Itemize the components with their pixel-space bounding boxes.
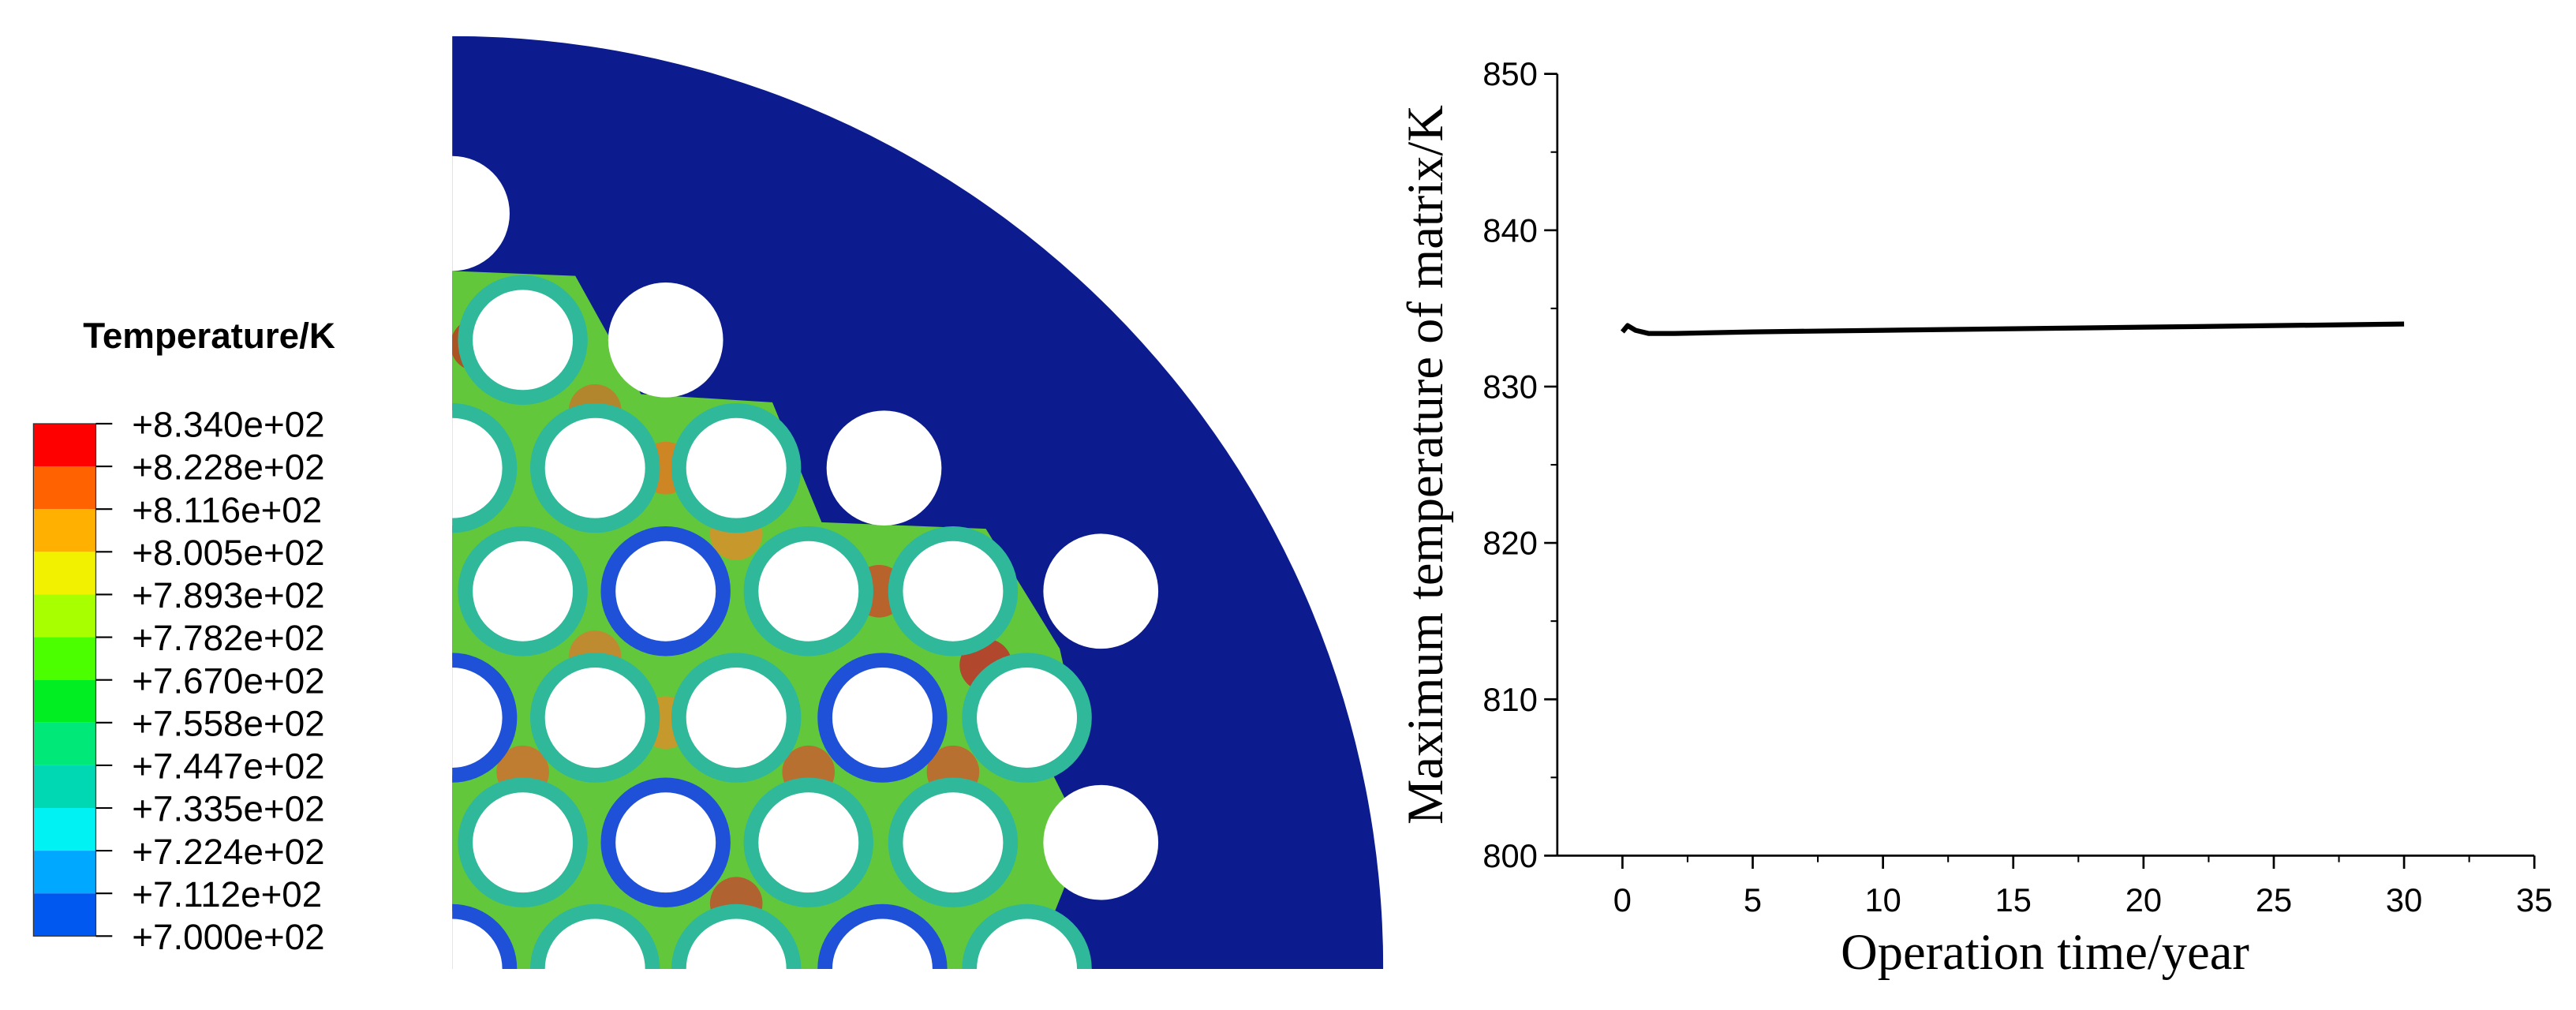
colorbar-swatch — [33, 893, 96, 937]
colorbar-label: +7.112e+02 — [132, 874, 322, 915]
colorbar-swatch — [33, 552, 96, 595]
channel-hole — [458, 777, 588, 907]
colorbar-label: +8.228e+02 — [132, 447, 324, 488]
colorbar-label: +7.558e+02 — [132, 703, 324, 743]
colorbar-swatch — [33, 637, 96, 680]
channel-hole — [608, 282, 723, 398]
channel-hole — [817, 903, 948, 969]
channel-hole — [743, 526, 873, 656]
channel-hole — [529, 903, 660, 969]
colorbar-swatch — [33, 851, 96, 894]
colorbar-label: +8.005e+02 — [132, 533, 324, 573]
channel-hole — [1043, 784, 1159, 900]
channel-hole — [452, 903, 518, 969]
colorbar-label: +8.340e+02 — [132, 405, 324, 445]
y-axis-label: Maximum temperature of matrix/K — [1397, 105, 1453, 825]
colorbar-swatch — [33, 679, 96, 723]
x-tick-label: 30 — [2386, 881, 2422, 918]
channel-hole — [826, 410, 942, 526]
channel-hole — [817, 653, 948, 783]
colorbar-swatch — [33, 594, 96, 638]
colorbar-label: +7.224e+02 — [132, 832, 324, 872]
channel-hole — [452, 155, 510, 271]
colorbar-swatch — [33, 423, 96, 467]
channel-hole — [671, 903, 802, 969]
y-tick-label: 840 — [1482, 211, 1537, 249]
x-tick-label: 20 — [2125, 881, 2162, 918]
channel-hole — [529, 402, 660, 533]
x-tick-label: 15 — [1995, 881, 2032, 918]
x-axis-label: Operation time/year — [1841, 924, 2249, 980]
colorbar-swatch — [33, 808, 96, 851]
y-tick-label: 800 — [1482, 837, 1537, 874]
legend-title: Temperature/K — [83, 316, 335, 356]
y-tick-label: 850 — [1482, 55, 1537, 92]
colorbar: +8.340e+02+8.228e+02+8.116e+02+8.005e+02… — [32, 405, 325, 957]
x-tick-label: 5 — [1744, 881, 1762, 918]
x-tick-label: 25 — [2256, 881, 2292, 918]
colorbar-swatch — [33, 466, 96, 510]
colorbar-swatch — [33, 722, 96, 765]
colorbar-swatch — [33, 765, 96, 808]
channel-hole — [743, 777, 873, 907]
channel-hole — [452, 653, 518, 783]
y-tick-label: 810 — [1482, 681, 1537, 718]
colorbar-label: +7.000e+02 — [132, 917, 324, 957]
x-tick-label: 0 — [1613, 881, 1632, 918]
channel-hole — [600, 777, 731, 907]
colorbar-label: +7.782e+02 — [132, 618, 324, 658]
channel-hole — [888, 526, 1019, 656]
line-chart: 800 810 820 830 840 850 0 5 10 15 20 25 30 35 — [1482, 55, 2552, 918]
channel-hole — [458, 275, 588, 406]
x-tick-label: 10 — [1864, 881, 1901, 918]
channel-hole — [1043, 533, 1159, 649]
channel-hole — [452, 402, 518, 533]
channel-hole — [962, 903, 1092, 969]
channel-hole — [671, 402, 802, 533]
channel-hole — [458, 526, 588, 656]
colorbar-swatch — [33, 509, 96, 552]
channel-hole — [529, 653, 660, 783]
colorbar-label: +7.893e+02 — [132, 575, 324, 615]
channel-hole — [888, 777, 1019, 907]
colorbar-label: +7.447e+02 — [132, 746, 324, 787]
channel-hole — [962, 653, 1092, 783]
colorbar-label: +7.335e+02 — [132, 789, 324, 829]
data-line — [1620, 321, 2405, 336]
colorbar-label: +7.670e+02 — [132, 660, 324, 701]
colorbar-label: +8.116e+02 — [132, 490, 322, 530]
channel-hole — [600, 526, 731, 656]
contour-plot — [452, 36, 1384, 969]
x-tick-label: 35 — [2516, 881, 2552, 918]
y-tick-label: 830 — [1482, 368, 1537, 406]
channel-hole — [671, 653, 802, 783]
y-tick-label: 820 — [1482, 525, 1537, 562]
